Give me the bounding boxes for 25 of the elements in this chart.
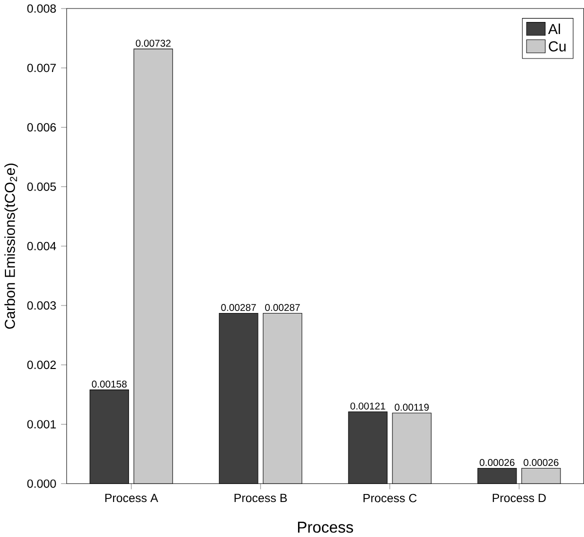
x-axis-title: Process bbox=[298, 522, 354, 533]
legend-label: Al bbox=[548, 24, 560, 34]
y-tick-label: 0.000 bbox=[27, 479, 56, 488]
x-tick-label: Process A bbox=[105, 494, 158, 502]
data-label: 0.00287 bbox=[221, 304, 256, 311]
data-label: 0.00158 bbox=[92, 380, 127, 388]
y-tick-label: 0.006 bbox=[27, 123, 56, 132]
x-tick-label: Process D bbox=[492, 494, 546, 502]
legend-label: Cu bbox=[548, 41, 566, 52]
data-label: 0.00026 bbox=[480, 458, 514, 466]
y-axis-title: Carbon Emissions(tCO$_{2}$e) bbox=[4, 164, 18, 329]
y-tick-label: 0.005 bbox=[27, 182, 56, 191]
x-tick-label: Process B bbox=[234, 494, 287, 502]
x-tick-label: Process C bbox=[364, 494, 417, 502]
data-label: 0.00732 bbox=[136, 40, 171, 47]
y-tick-label: 0.004 bbox=[27, 242, 56, 250]
data-label: 0.00121 bbox=[350, 402, 386, 410]
y-tick-label: 0.002 bbox=[27, 360, 56, 369]
y-tick-label: 0.007 bbox=[27, 64, 56, 72]
data-label: 0.00026 bbox=[524, 458, 558, 466]
y-tick-label: 0.001 bbox=[27, 420, 56, 428]
y-tick-label: 0.008 bbox=[27, 4, 56, 13]
data-label: 0.00287 bbox=[265, 304, 300, 311]
data-label: 0.00119 bbox=[394, 404, 429, 411]
y-tick-label: 0.003 bbox=[27, 301, 56, 310]
